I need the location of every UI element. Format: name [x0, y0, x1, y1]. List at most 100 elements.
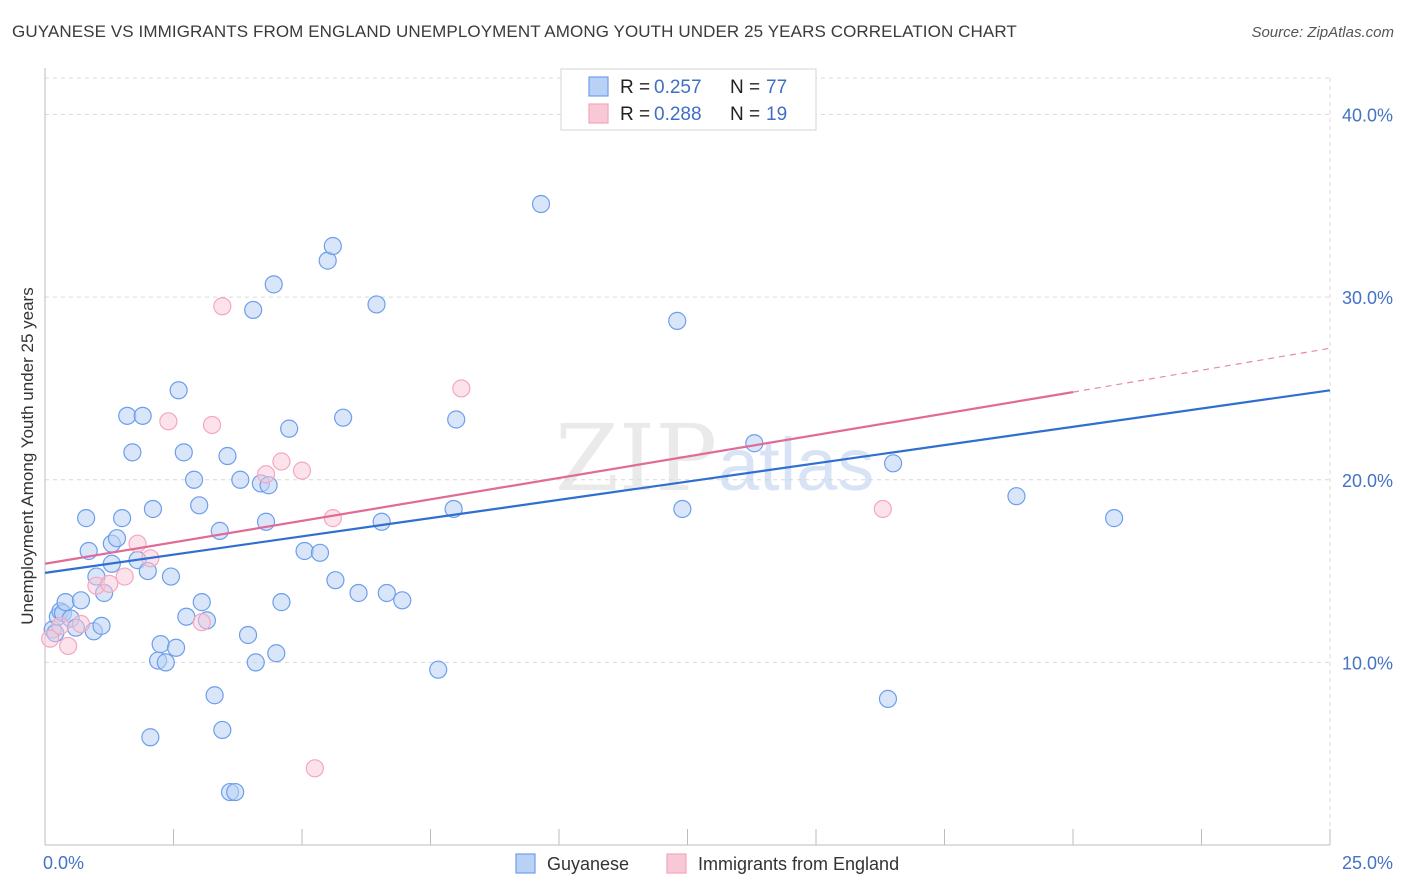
guyanese-point: [92, 616, 111, 635]
guyanese-point: [231, 470, 250, 489]
y-tick-label: 20.0%: [1342, 471, 1393, 491]
legend-swatch-guyanese: [588, 76, 609, 97]
guyanese-point: [123, 443, 142, 462]
guyanese-point: [141, 728, 160, 747]
england-point: [292, 461, 312, 480]
guyanese-point: [184, 470, 204, 489]
bottom-legend-guyanese: Guyanese: [547, 854, 629, 874]
source-credit: Source: ZipAtlas.com: [1251, 24, 1394, 41]
axes: [44, 68, 1331, 846]
legend-r-value-1: 0.257: [654, 77, 702, 98]
guyanese-point: [133, 406, 152, 425]
guyanese-point: [323, 236, 342, 256]
guyanese-point: [71, 591, 91, 610]
guyanese-point: [310, 543, 330, 562]
england-point: [41, 629, 60, 648]
england-point: [51, 616, 70, 635]
guyanese-trend-line: [44, 389, 1331, 574]
england-point: [272, 452, 291, 471]
guyanese-point: [246, 653, 265, 672]
legend-n-value-2: 19: [766, 104, 787, 125]
england-point: [452, 379, 471, 398]
guyanese-point: [143, 499, 163, 519]
x-tick-label-min: 0.0%: [43, 853, 84, 873]
england-point: [100, 574, 119, 593]
guyanese-point: [112, 509, 132, 528]
guyanese-point: [429, 660, 448, 679]
guyanese-point: [210, 521, 229, 540]
guyanese-point: [205, 686, 224, 705]
england-point: [323, 509, 342, 528]
guyanese-point: [192, 593, 211, 612]
guyanese-point: [280, 419, 299, 438]
watermark-atlas: atlas: [718, 423, 874, 506]
guyanese-point: [267, 644, 286, 663]
guyanese-point: [213, 720, 232, 740]
guyanese-point: [226, 782, 245, 802]
guyanese-point: [295, 541, 314, 561]
england-point: [59, 636, 78, 656]
guyanese-point: [161, 567, 181, 586]
legend-r-value-2: 0.288: [654, 104, 702, 125]
chart-title: GUYANESE VS IMMIGRANTS FROM ENGLAND UNEM…: [12, 22, 1017, 41]
guyanese-point: [107, 529, 127, 548]
legend-n-label-2: N =: [730, 104, 760, 125]
england-point: [873, 499, 892, 519]
guyanese-point: [190, 496, 209, 515]
legend-n-value-1: 77: [766, 77, 787, 98]
guyanese-point: [367, 295, 386, 314]
x-tick-labels: 0.0% 25.0%: [43, 853, 1393, 873]
england-trend-line: [44, 391, 1074, 565]
guyanese-point: [218, 446, 237, 466]
legend-r-label-2: R =: [620, 104, 650, 125]
trend-lines: [44, 347, 1331, 574]
x-tick-label-max: 25.0%: [1342, 853, 1393, 873]
england-trend-extension: [1072, 347, 1331, 393]
guyanese-point: [272, 593, 291, 612]
legend-swatch-england: [588, 103, 609, 124]
guyanese-point: [56, 593, 75, 612]
watermark: ZIP atlas: [555, 405, 874, 512]
england-point: [115, 567, 134, 586]
y-tick-label: 40.0%: [1342, 106, 1393, 126]
guyanese-point: [372, 512, 391, 531]
guyanese-point: [447, 410, 466, 429]
england-point: [192, 613, 211, 632]
guyanese-point: [151, 635, 170, 654]
guyanese-point: [377, 583, 396, 603]
guyanese-point: [349, 583, 368, 603]
guyanese-point: [169, 381, 188, 400]
guyanese-point: [883, 454, 903, 473]
legend-r-label-1: R =: [620, 77, 650, 98]
bottom-legend-england: Immigrants from England: [698, 854, 899, 874]
bottom-legend-swatch-guyanese: [515, 853, 536, 874]
guyanese-point: [77, 509, 96, 528]
guyanese-point: [668, 311, 687, 330]
y-tick-label: 10.0%: [1342, 653, 1393, 673]
guyanese-point: [174, 443, 193, 462]
england-point: [256, 465, 276, 484]
guyanese-point: [177, 607, 196, 626]
guyanese-point: [156, 653, 175, 672]
bottom-legend-swatch-england: [666, 853, 687, 874]
y-axis-label: Unemployment Among Youth under 25 years: [18, 287, 37, 624]
guyanese-point: [244, 300, 263, 320]
guyanese-point: [238, 625, 258, 645]
england-point: [159, 412, 178, 431]
guyanese-point: [1105, 509, 1124, 528]
guyanese-point: [531, 194, 551, 214]
guyanese-point: [118, 406, 137, 425]
england-point: [305, 759, 324, 778]
england-point: [202, 415, 222, 435]
guyanese-point: [166, 638, 186, 657]
y-tick-label: 30.0%: [1342, 288, 1393, 308]
guyanese-point: [264, 275, 283, 294]
guyanese-point: [334, 408, 353, 427]
england-point: [213, 297, 232, 316]
y-tick-labels: 10.0% 20.0% 30.0% 40.0%: [1342, 106, 1393, 674]
england-point: [71, 614, 91, 634]
guyanese-point: [878, 689, 898, 709]
watermark-zip: ZIP: [555, 405, 717, 512]
legend-n-label-1: N =: [730, 77, 760, 98]
